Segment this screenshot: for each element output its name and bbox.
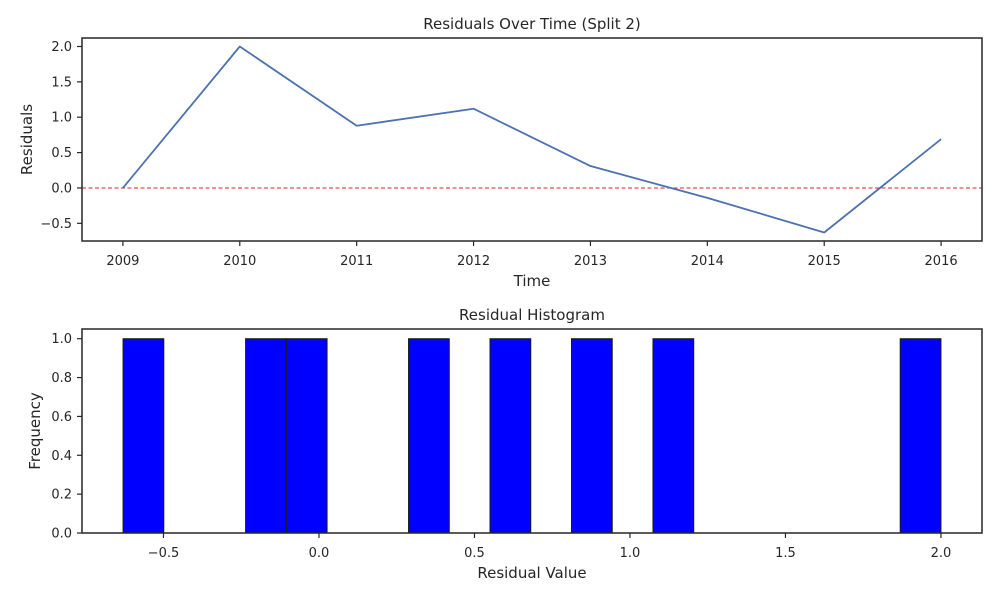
residual-histogram-chart: Residual Histogram 0.0 0.2 0.4 0.6 0.8 1.0 −0…	[26, 306, 983, 582]
histogram-bar	[570, 338, 613, 534]
line-chart-x-tick-label: 2014	[691, 254, 724, 269]
line-chart-x-tick-label: 2016	[925, 254, 958, 269]
line-chart-x-tick-label: 2012	[457, 254, 490, 269]
histogram-bars	[122, 338, 942, 534]
line-chart-x-tick-label: 2010	[223, 254, 256, 269]
line-chart-x-axis-label: Time	[513, 272, 551, 290]
histogram-x-tick-label: 1.0	[620, 546, 641, 561]
line-chart-y-ticks: −0.5 0.0 0.5 1.0 1.5 2.0	[40, 40, 82, 232]
histogram-bar	[489, 338, 532, 534]
histogram-title: Residual Histogram	[459, 306, 605, 324]
histogram-y-tick-label: 0.6	[51, 410, 72, 425]
histogram-bar	[285, 338, 328, 534]
line-chart-y-tick-label: 0.0	[51, 181, 72, 196]
line-chart-x-tick-label: 2015	[808, 254, 841, 269]
line-chart-y-tick-label: 0.5	[51, 146, 72, 161]
histogram-x-axis-label: Residual Value	[477, 564, 586, 582]
histogram-y-tick-label: 0.4	[51, 449, 72, 464]
histogram-bar	[899, 338, 942, 534]
histogram-y-tick-label: 1.0	[51, 332, 72, 347]
histogram-bar	[652, 338, 695, 534]
histogram-plot-area	[81, 328, 983, 534]
histogram-x-tick-label: 0.0	[309, 546, 330, 561]
line-chart-x-tick-label: 2013	[574, 254, 607, 269]
histogram-x-tick-label: −0.5	[148, 546, 180, 561]
line-chart-y-tick-label: 1.0	[51, 111, 72, 126]
histogram-y-tick-label: 0.0	[51, 527, 72, 542]
histogram-bar	[245, 338, 287, 534]
line-chart-plot-area	[81, 37, 983, 242]
residuals-line-chart: Residuals Over Time (Split 2) −0.5 0.0 0.5…	[18, 15, 983, 290]
histogram-bar	[122, 338, 165, 534]
line-chart-y-tick-label: 1.5	[51, 75, 72, 90]
histogram-x-tick-label: 0.5	[464, 546, 485, 561]
line-chart-y-tick-label: 2.0	[51, 40, 72, 55]
line-chart-x-tick-label: 2009	[106, 254, 139, 269]
histogram-y-axis-label: Frequency	[26, 392, 44, 470]
histogram-y-tick-label: 0.8	[51, 371, 72, 386]
histogram-x-tick-label: 2.0	[931, 546, 952, 561]
line-chart-y-axis-label: Residuals	[18, 104, 36, 175]
histogram-bar	[408, 338, 450, 534]
line-chart-x-ticks: 2009 2010 2011 2012 2013 2014 2015 2016	[106, 241, 958, 269]
histogram-y-ticks: 0.0 0.2 0.4 0.6 0.8 1.0	[51, 332, 82, 542]
line-chart-y-tick-label: −0.5	[40, 217, 72, 232]
histogram-y-tick-label: 0.2	[51, 488, 72, 503]
histogram-x-ticks: −0.5 0.0 0.5 1.0 1.5 2.0	[148, 533, 952, 561]
line-chart-title: Residuals Over Time (Split 2)	[423, 15, 641, 33]
residuals-series-line	[122, 45, 942, 234]
histogram-x-tick-label: 1.5	[775, 546, 796, 561]
line-chart-x-tick-label: 2011	[340, 254, 373, 269]
